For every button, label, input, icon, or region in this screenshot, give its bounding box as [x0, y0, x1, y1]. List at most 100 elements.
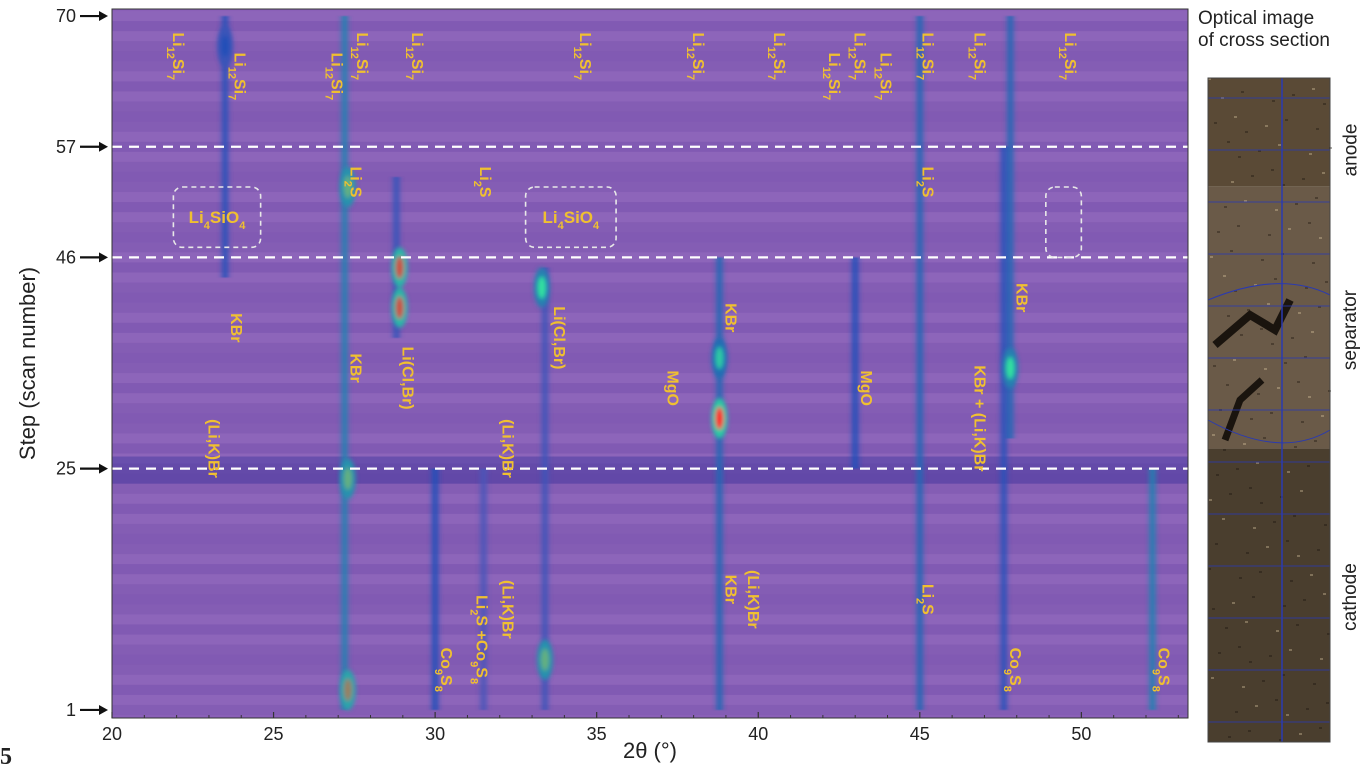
scan-row: [112, 272, 1188, 282]
texture-speck: [1296, 624, 1299, 626]
phase-label: (Li,K)Br: [499, 419, 516, 478]
scan-row: [112, 61, 1188, 72]
texture-speck: [1241, 91, 1244, 93]
texture-speck: [1246, 552, 1249, 554]
texture-speck: [1217, 231, 1220, 233]
texture-speck: [1297, 381, 1300, 383]
peak-trace: [1148, 468, 1156, 710]
phase-label: Li12Si7: [322, 53, 344, 101]
hotspot-core: [343, 467, 352, 490]
phase-label: KBr: [721, 575, 738, 604]
texture-speck: [1238, 646, 1241, 648]
texture-speck: [1234, 290, 1237, 292]
phase-labels: Li12Si7Li12Si7Li12Si7Li12Si7Li12Si7Li12S…: [164, 32, 1172, 691]
phase-label: (Li,K)Br: [499, 580, 516, 639]
texture-speck: [1301, 421, 1304, 423]
phase-label: MgO: [663, 370, 680, 406]
texture-speck: [1287, 471, 1290, 473]
texture-speck: [1295, 203, 1298, 205]
figure-number: 5: [0, 744, 12, 770]
scan-row: [112, 171, 1188, 182]
texture-speck: [1227, 315, 1230, 317]
texture-speck: [1322, 172, 1325, 174]
texture-speck: [1228, 736, 1231, 738]
scan-row: [112, 403, 1188, 414]
texture-speck: [1286, 540, 1289, 542]
peak-trace: [1000, 146, 1008, 710]
scan-row: [112, 473, 1188, 484]
phase-label: Co9S8: [1149, 648, 1171, 692]
texture-speck: [1271, 343, 1274, 345]
dashed-label-box: [524, 186, 617, 249]
texture-speck: [1274, 278, 1277, 280]
hotspot-core: [540, 648, 549, 671]
hotspot-core: [395, 256, 404, 279]
phase-label: Li12Si7: [571, 32, 593, 80]
y-tick-arrowhead: [99, 463, 108, 474]
peak-trace: [1006, 16, 1014, 439]
y-tick-label: 57: [56, 137, 76, 157]
scan-row: [112, 152, 1188, 162]
band-step-25: [112, 456, 1188, 484]
texture-speck: [1307, 465, 1310, 467]
scan-row: [112, 503, 1188, 514]
x-tick-label: 20: [102, 724, 122, 744]
scan-row: [112, 21, 1188, 32]
texture-speck: [1319, 237, 1322, 239]
scan-row: [112, 383, 1188, 394]
scan-row: [112, 132, 1188, 142]
texture-speck: [1267, 303, 1270, 305]
scan-row: [112, 202, 1188, 213]
texture-speck: [1215, 543, 1218, 545]
scan-row: [112, 111, 1188, 122]
texture-speck: [1279, 739, 1282, 741]
texture-speck: [1316, 128, 1319, 130]
texture-speck: [1304, 356, 1307, 358]
scan-row: [112, 554, 1188, 564]
texture-speck: [1270, 412, 1273, 414]
texture-speck: [1283, 605, 1286, 607]
y-tick-label: 70: [56, 6, 76, 26]
grid-arc: [1207, 419, 1331, 444]
scan-row: [112, 292, 1188, 303]
scan-row: [112, 373, 1188, 383]
phase-label: KBr + (Li,K)Br: [970, 365, 987, 471]
texture-speck: [1311, 331, 1314, 333]
scan-row: [112, 393, 1188, 403]
texture-speck: [1277, 387, 1280, 389]
texture-speck: [1225, 627, 1228, 629]
texture-speck: [1323, 103, 1326, 105]
optical-image-title-line-2: of cross section: [1198, 30, 1330, 51]
optical-cross-section-image: [1207, 77, 1332, 743]
phase-label: Li12Si7: [872, 53, 894, 101]
texture-speck: [1308, 396, 1311, 398]
y-tick-label: 1: [66, 700, 76, 720]
texture-speck: [1308, 222, 1311, 224]
optical-image-title-line-1: Optical image: [1198, 8, 1315, 29]
x-tick-label: 35: [587, 724, 607, 744]
texture-speck: [1227, 141, 1230, 143]
scan-row: [112, 443, 1188, 454]
texture-speck: [1285, 119, 1288, 121]
y-tick-arrowhead: [99, 11, 108, 22]
x-tick-label: 50: [1071, 724, 1091, 744]
scan-row: [112, 695, 1188, 705]
texture-speck: [1259, 571, 1262, 573]
phase-label: (Li,K)Br: [744, 570, 761, 629]
y-tick-arrowhead: [99, 141, 108, 152]
texture-speck: [1310, 574, 1313, 576]
scan-row: [112, 664, 1188, 675]
scan-row: [112, 433, 1188, 443]
texture-speck: [1293, 515, 1296, 517]
texture-speck: [1222, 518, 1225, 520]
scan-row: [112, 101, 1188, 112]
texture-speck: [1239, 577, 1242, 579]
texture-speck: [1303, 599, 1306, 601]
dashed-label-box: [1045, 186, 1083, 259]
peak-trace: [715, 257, 723, 710]
texture-speck: [1234, 116, 1237, 118]
scan-row: [112, 242, 1188, 253]
texture-speck: [1271, 169, 1274, 171]
anode-label: anode: [1339, 123, 1361, 177]
texture-speck: [1302, 178, 1305, 180]
